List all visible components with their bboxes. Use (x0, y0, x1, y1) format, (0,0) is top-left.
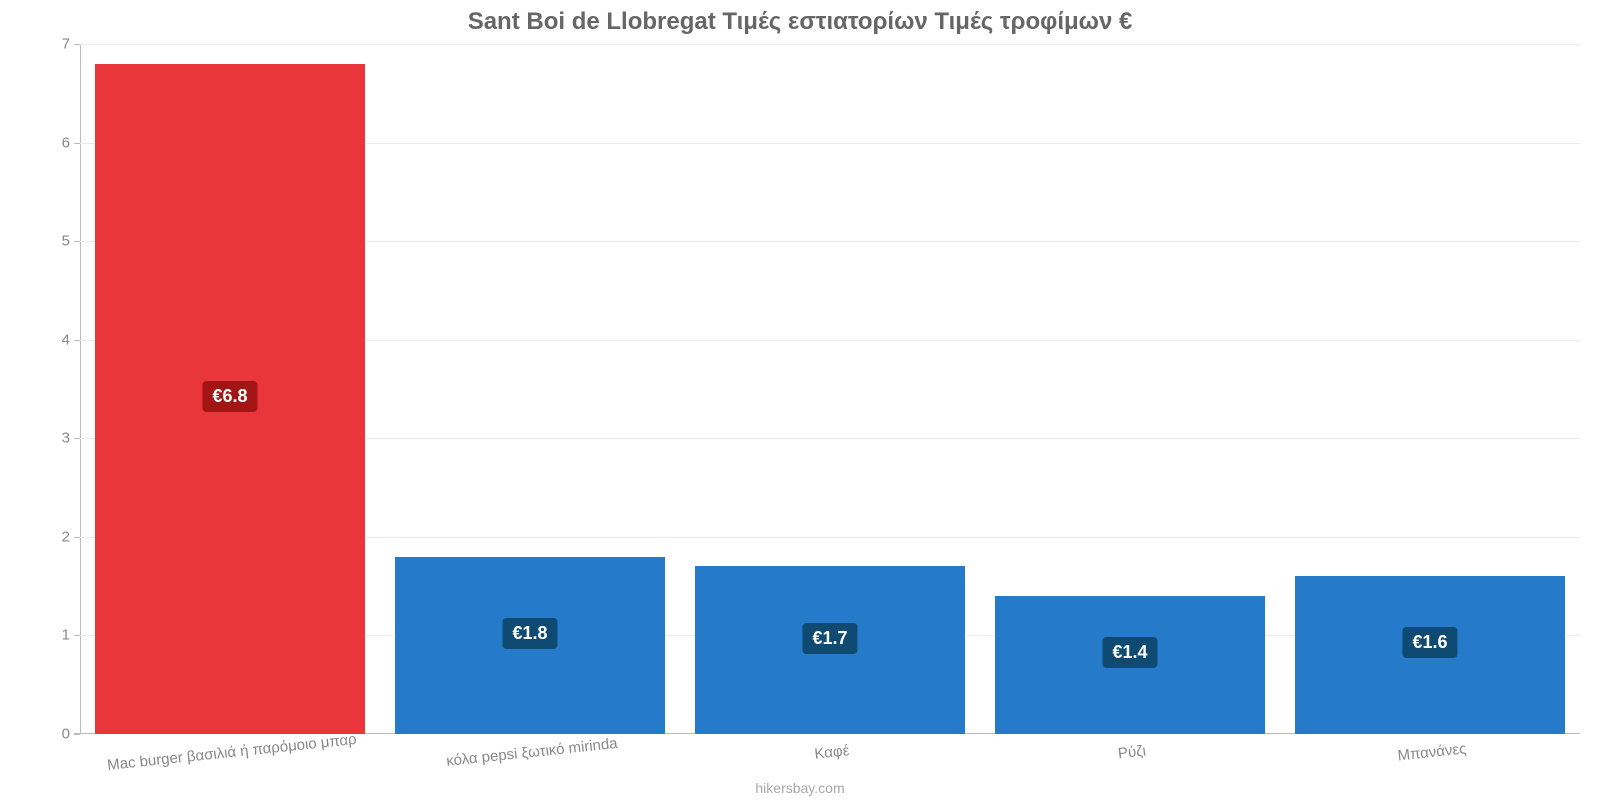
bar: €1.6 (1295, 576, 1565, 734)
y-tick-label: 2 (62, 528, 80, 545)
chart-container: Sant Boi de Llobregat Τιμές εστιατορίων … (0, 0, 1600, 800)
bar: €6.8 (95, 64, 365, 734)
bar: €1.7 (695, 566, 965, 734)
y-tick-label: 1 (62, 627, 80, 644)
bar-value-label: €1.4 (1102, 637, 1157, 668)
y-tick-label: 5 (62, 233, 80, 250)
y-tick-label: 3 (62, 430, 80, 447)
attribution-text: hikersbay.com (0, 780, 1600, 796)
bar-value-label: €6.8 (202, 381, 257, 412)
plot-area: 01234567€6.8€1.8€1.7€1.4€1.6Mac burger β… (80, 44, 1580, 734)
y-tick-label: 0 (62, 726, 80, 743)
bar-value-label: €1.6 (1402, 627, 1457, 658)
y-tick-label: 6 (62, 134, 80, 151)
y-tick-label: 4 (62, 331, 80, 348)
bar: €1.8 (395, 557, 665, 734)
category-label: Καφέ (813, 732, 851, 763)
bar: €1.4 (995, 596, 1265, 734)
y-tick-label: 7 (62, 36, 80, 53)
bars-layer: €6.8 €1.8 €1.7 €1.4 €1.6 (80, 44, 1580, 734)
category-label: Μπανάνες (1396, 730, 1467, 764)
bar-value-label: €1.7 (802, 623, 857, 654)
category-label: Ρύζι (1116, 733, 1147, 763)
chart-title: Sant Boi de Llobregat Τιμές εστιατορίων … (0, 0, 1600, 36)
bar-value-label: €1.8 (502, 618, 557, 649)
